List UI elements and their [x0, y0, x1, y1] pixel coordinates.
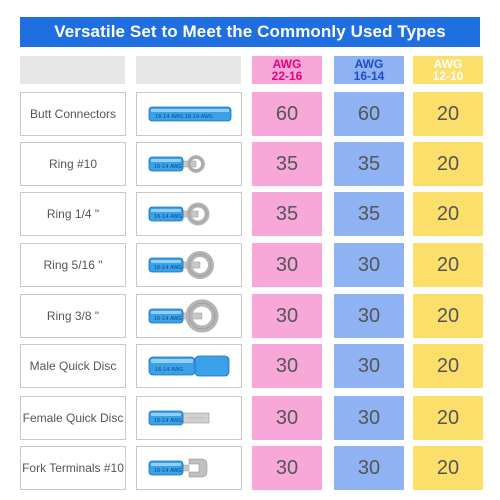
table-row: Ring #10 16-14 AWG 35 35 20: [0, 142, 500, 186]
quantity-cell: 60: [252, 92, 322, 136]
svg-text:16-14 AWG: 16-14 AWG: [154, 468, 182, 474]
header-blank-name: [20, 56, 125, 84]
terminal-name: Ring 3/8 ": [20, 294, 126, 338]
quantity-cell: 30: [334, 294, 404, 338]
svg-text:16-14 AWG: 16-14 AWG: [155, 367, 183, 373]
table-row: Butt Connectors 16-14 AWG 16-14 AWG 60 60 20: [0, 92, 500, 136]
terminal-image-cell: 16-14 AWG 16-14 AWG: [136, 92, 242, 136]
terminal-image-cell: 16-14 AWG: [136, 142, 242, 186]
column-header-line2: 12-10: [432, 69, 464, 83]
table-row: Female Quick Disc 16-14 AWG 30 30 20: [0, 396, 500, 440]
column-header-line2: 22-16: [271, 69, 303, 83]
svg-text:16-14 AWG: 16-14 AWG: [154, 418, 182, 424]
svg-text:16-14 AWG: 16-14 AWG: [154, 164, 182, 170]
terminal-name: Ring #10: [20, 142, 126, 186]
column-header-awg-22-16: AWG 22-16: [252, 56, 322, 84]
header-blank-image: [136, 56, 241, 84]
quantity-cell: 20: [413, 192, 483, 236]
quantity-cell: 20: [413, 344, 483, 388]
terminal-name: Male Quick Disc: [20, 344, 126, 388]
column-header-line1: AWG: [433, 57, 463, 71]
svg-text:16-14 AWG: 16-14 AWG: [154, 265, 182, 271]
quantity-cell: 60: [334, 92, 404, 136]
quantity-cell: 30: [252, 243, 322, 287]
column-header-line2: 16-14: [353, 69, 385, 83]
terminal-image-cell: 16-14 AWG: [136, 243, 242, 287]
terminal-image-cell: 16-14 AWG: [136, 192, 242, 236]
quantity-cell: 20: [413, 142, 483, 186]
terminal-name: Ring 1/4 ": [20, 192, 126, 236]
fork-terminal-icon: 16-14 AWG: [148, 458, 208, 478]
terminal-name: Female Quick Disc: [20, 396, 126, 440]
terminal-image-cell: 16-14 AWG: [136, 396, 242, 440]
terminal-image-cell: 16-14 AWG: [136, 344, 242, 388]
quantity-cell: 20: [413, 243, 483, 287]
quantity-cell: 20: [413, 92, 483, 136]
title-banner: Versatile Set to Meet the Commonly Used …: [20, 17, 480, 47]
butt-connector-icon: 16-14 AWG 16-14 AWG: [148, 106, 232, 122]
terminal-name: Butt Connectors: [20, 92, 126, 136]
table-row: Ring 3/8 " 16-14 AWG 30 30 20: [0, 294, 500, 338]
quantity-cell: 30: [252, 446, 322, 490]
quantity-cell: 30: [334, 446, 404, 490]
quantity-cell: 35: [252, 142, 322, 186]
terminal-image-cell: 16-14 AWG: [136, 446, 242, 490]
ring-terminal-icon: 16-14 AWG: [148, 250, 215, 280]
quantity-cell: 30: [252, 294, 322, 338]
svg-text:16-14 AWG 16-14 AWG: 16-14 AWG 16-14 AWG: [155, 114, 213, 120]
column-header-awg-16-14: AWG 16-14: [334, 56, 404, 84]
svg-text:16-14 AWG: 16-14 AWG: [154, 316, 182, 322]
table-row: Ring 5/16 " 16-14 AWG 30 30 20: [0, 243, 500, 287]
quantity-cell: 30: [252, 396, 322, 440]
quantity-cell: 35: [334, 192, 404, 236]
quantity-cell: 35: [252, 192, 322, 236]
terminal-name: Ring 5/16 ": [20, 243, 126, 287]
quantity-cell: 20: [413, 396, 483, 440]
quantity-cell: 30: [334, 344, 404, 388]
ring-terminal-icon: 16-14 AWG: [148, 202, 210, 226]
quantity-cell: 20: [413, 446, 483, 490]
quantity-cell: 35: [334, 142, 404, 186]
quantity-cell: 30: [252, 344, 322, 388]
svg-text:16-14 AWG: 16-14 AWG: [154, 214, 182, 220]
quantity-cell: 20: [413, 294, 483, 338]
female-quick-disconnect-icon: 16-14 AWG: [148, 410, 210, 426]
ring-terminal-icon: 16-14 AWG: [148, 155, 205, 173]
column-header-awg-12-10: AWG 12-10: [413, 56, 483, 84]
quantity-cell: 30: [334, 396, 404, 440]
table-row: Ring 1/4 " 16-14 AWG 35 35 20: [0, 192, 500, 236]
table-row: Male Quick Disc 16-14 AWG 30 30 20: [0, 344, 500, 388]
quantity-cell: 30: [334, 243, 404, 287]
male-quick-disconnect-icon: 16-14 AWG: [148, 355, 230, 377]
table-row: Fork Terminals #10 16-14 AWG 30 30 20: [0, 446, 500, 490]
terminal-name: Fork Terminals #10: [20, 446, 126, 490]
page-title: Versatile Set to Meet the Commonly Used …: [54, 22, 446, 41]
terminal-image-cell: 16-14 AWG: [136, 294, 242, 338]
ring-terminal-icon: 16-14 AWG: [148, 299, 219, 333]
column-header-line1: AWG: [354, 57, 384, 71]
column-header-line1: AWG: [272, 57, 302, 71]
